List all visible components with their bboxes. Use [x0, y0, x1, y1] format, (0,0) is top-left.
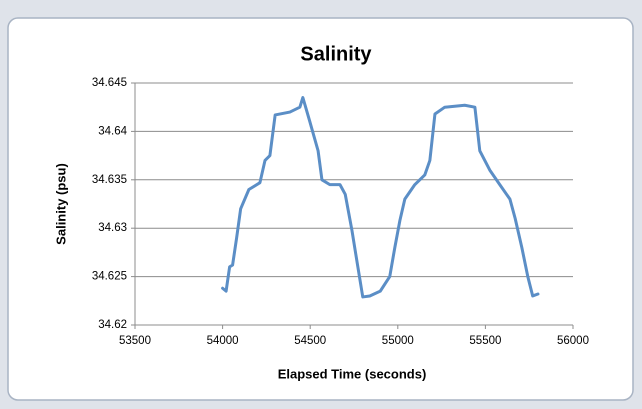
x-tick-label: 54000 — [207, 335, 239, 347]
x-tick-label: 56000 — [557, 335, 589, 347]
y-tick-label: 34.635 — [92, 174, 127, 186]
y-tick-label: 34.645 — [92, 77, 127, 89]
x-tick-label: 55500 — [469, 335, 501, 347]
y-tick-label: 34.625 — [92, 271, 127, 283]
data-line — [221, 96, 540, 299]
chart-title: Salinity — [300, 43, 372, 65]
x-tick-label: 53500 — [119, 335, 151, 347]
x-tick-label: 54500 — [294, 335, 326, 347]
x-axis-title: Elapsed Time (seconds) — [278, 366, 427, 381]
y-tick-label: 34.64 — [98, 125, 127, 137]
x-tick-label: 55000 — [382, 335, 414, 347]
y-tick-label: 34.62 — [98, 319, 127, 331]
y-tick-label: 34.63 — [98, 222, 127, 234]
y-axis-title: Salinity (psu) — [53, 163, 68, 245]
